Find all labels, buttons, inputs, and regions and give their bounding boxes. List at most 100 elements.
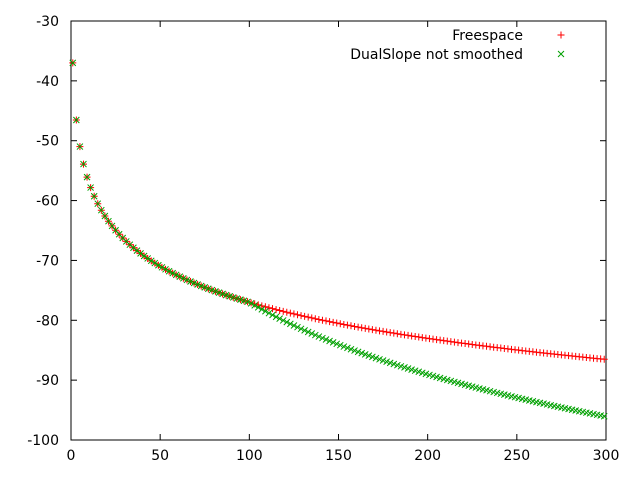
y-tick-label: -100: [27, 433, 59, 449]
data-point: [279, 307, 287, 315]
data-point: [336, 320, 344, 328]
data-point: [194, 281, 201, 288]
y-tick-label: -80: [36, 313, 59, 329]
data-point: [343, 321, 351, 329]
data-point: [383, 358, 391, 366]
data-point: [408, 332, 416, 340]
data-point: [76, 143, 84, 150]
data-point: [322, 336, 330, 343]
data-point: [276, 315, 284, 323]
data-point: [286, 320, 294, 328]
data-point: [133, 247, 141, 254]
data-point: [351, 347, 358, 354]
data-point: [376, 327, 384, 335]
x-tick-label: 250: [503, 448, 530, 464]
data-point: [368, 326, 376, 334]
data-point: [151, 259, 159, 267]
data-point: [258, 306, 266, 313]
y-tick-label: -70: [36, 253, 59, 269]
legend: Freespace DualSlope not smoothed: [350, 28, 565, 63]
data-point: [329, 339, 337, 346]
axes: 0 50 100 150 200 250 300 -100 -90 -80 -70 -60 -50 -40…: [27, 14, 619, 464]
data-point: [169, 269, 177, 277]
data-point: [301, 327, 308, 334]
data-point: [162, 265, 169, 273]
data-point: [254, 304, 262, 311]
data-point: [208, 286, 216, 294]
data-point: [69, 59, 77, 67]
data-point: [318, 316, 326, 324]
data-point: [333, 340, 341, 348]
data-point: [386, 329, 394, 337]
data-point: [333, 319, 341, 327]
y-tick-label: -30: [36, 14, 59, 30]
data-point: [83, 173, 91, 181]
data-point: [251, 300, 259, 308]
data-point: [140, 252, 148, 260]
data-point: [158, 263, 166, 271]
series-layer: [69, 59, 608, 420]
data-point: [557, 50, 565, 58]
data-point: [411, 333, 419, 341]
data-point: [393, 330, 401, 338]
data-point: [294, 323, 301, 331]
data-point: [269, 305, 277, 313]
data-point: [187, 278, 194, 285]
data-point: [422, 334, 430, 342]
data-point: [311, 331, 319, 339]
data-point: [262, 307, 269, 315]
data-point: [361, 351, 369, 358]
x-tick-label: 0: [67, 448, 76, 464]
data-point: [301, 312, 309, 320]
legend-label: Freespace: [452, 28, 523, 44]
data-point: [269, 311, 276, 319]
data-point: [358, 324, 366, 332]
data-point: [329, 318, 337, 326]
x-tick-label: 150: [325, 448, 352, 464]
data-point: [315, 315, 323, 323]
x-tick-label: 50: [151, 448, 169, 464]
data-point: [108, 222, 116, 230]
data-point: [354, 348, 362, 356]
data-point: [379, 357, 387, 364]
data-point: [265, 309, 273, 317]
data-point: [358, 349, 366, 357]
data-point: [297, 312, 305, 320]
data-point: [190, 279, 198, 287]
data-point: [215, 289, 223, 296]
data-point: [290, 322, 298, 329]
y-tick-label: -60: [36, 194, 59, 210]
plot-border: [70, 20, 607, 441]
data-point: [304, 313, 312, 321]
y-tick-label: -40: [36, 74, 59, 90]
data-point: [404, 331, 412, 339]
data-point: [222, 291, 230, 299]
data-point: [201, 284, 209, 291]
data-point: [425, 335, 433, 343]
data-point: [176, 273, 184, 280]
data-point: [155, 261, 162, 269]
data-point: [400, 331, 408, 339]
data-point: [80, 160, 87, 168]
data-point: [226, 292, 234, 300]
data-point: [97, 206, 105, 214]
data-point: [319, 334, 326, 342]
data-point: [347, 322, 355, 330]
data-point: [172, 271, 180, 279]
data-point: [265, 304, 273, 312]
data-point: [297, 325, 305, 333]
data-point: [94, 200, 102, 208]
data-point: [354, 323, 362, 331]
data-point: [340, 343, 348, 350]
data-point: [390, 329, 398, 337]
data-point: [376, 355, 383, 363]
data-point: [197, 282, 205, 290]
data-point: [204, 285, 212, 293]
data-point: [322, 317, 330, 325]
data-point: [433, 336, 441, 344]
data-point: [336, 341, 344, 349]
data-point: [286, 309, 294, 317]
x-tick-label: 300: [593, 448, 620, 464]
data-point: [315, 333, 323, 340]
